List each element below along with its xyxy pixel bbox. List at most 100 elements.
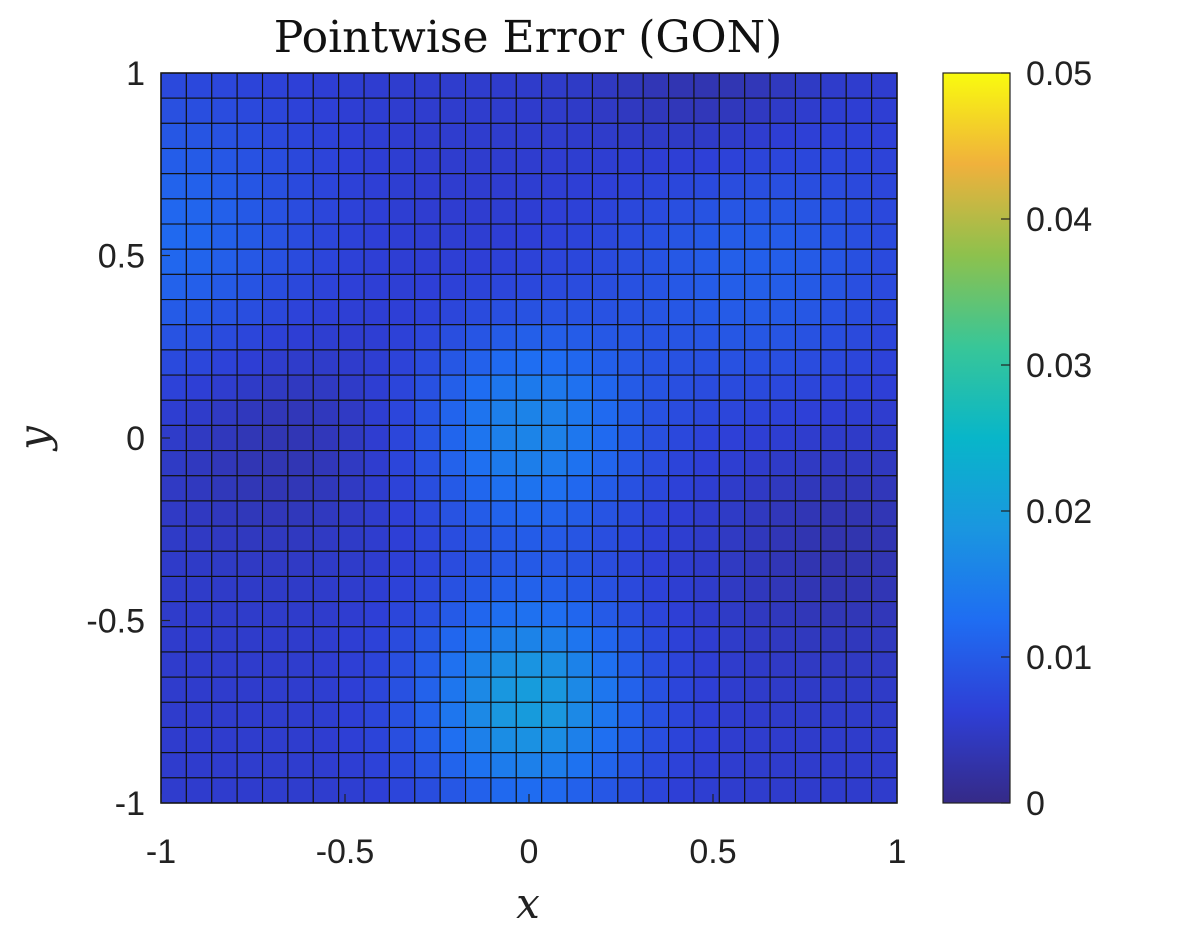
heatmap-cell — [769, 97, 797, 124]
heatmap-cell — [515, 726, 543, 754]
heatmap-cell — [515, 173, 543, 200]
heatmap-cell — [668, 475, 695, 502]
heatmap-cell — [769, 651, 797, 678]
heatmap-cell — [820, 726, 847, 754]
heatmap-cell — [515, 450, 543, 477]
heatmap-cell — [312, 726, 340, 754]
heatmap-cell — [287, 147, 314, 175]
heatmap-cell — [541, 500, 568, 527]
heatmap-cell — [312, 701, 340, 729]
heatmap-cell — [312, 475, 340, 502]
heatmap-cell — [591, 324, 619, 351]
heatmap-cell — [769, 324, 797, 351]
heatmap-cell — [160, 273, 187, 301]
heatmap-cell — [388, 147, 416, 175]
y-tick-label: -1 — [115, 785, 145, 823]
heatmap-cell — [693, 676, 720, 703]
heatmap-cell — [642, 223, 670, 250]
heatmap-cell — [642, 752, 670, 779]
colorbar — [942, 72, 1011, 804]
heatmap-cell — [312, 122, 340, 150]
heatmap-cell — [794, 475, 822, 502]
colorbar-tick-label: 0.03 — [1026, 347, 1092, 385]
heatmap-cell — [414, 248, 441, 275]
heatmap-cell — [388, 701, 416, 729]
heatmap-cell — [794, 374, 822, 401]
heatmap-cell — [160, 777, 187, 804]
heatmap-cells — [160, 72, 898, 804]
heatmap-cell — [871, 550, 898, 578]
heatmap-cell — [464, 72, 492, 99]
heatmap-cell — [490, 626, 517, 653]
heatmap-cell — [845, 726, 873, 754]
heatmap-cell — [769, 147, 797, 175]
heatmap-cell — [211, 147, 238, 175]
heatmap-cell — [439, 273, 467, 301]
heatmap-cell — [617, 324, 644, 351]
heatmap-cell — [871, 198, 898, 225]
heatmap-cell — [363, 122, 390, 150]
heatmap-cell — [211, 752, 238, 779]
heatmap-cell — [515, 374, 543, 401]
heatmap-cell — [820, 72, 847, 99]
heatmap-cell — [541, 701, 568, 729]
heatmap-cell — [261, 701, 289, 729]
heatmap-cell — [261, 374, 289, 401]
heatmap-cell — [769, 198, 797, 225]
heatmap-cell — [236, 173, 264, 200]
heatmap-cell — [744, 777, 771, 804]
heatmap-cell — [718, 752, 746, 779]
heatmap-cell — [794, 701, 822, 729]
heatmap-cell — [490, 525, 517, 552]
heatmap-cell — [693, 575, 720, 603]
heatmap-cell — [312, 525, 340, 552]
heatmap-cell — [464, 701, 492, 729]
heatmap-cell — [490, 374, 517, 401]
heatmap-cell — [515, 399, 543, 426]
colorbar-tick-label: 0 — [1026, 785, 1045, 823]
heatmap-cell — [211, 777, 238, 804]
heatmap-cell — [185, 601, 213, 628]
heatmap-cell — [566, 726, 594, 754]
heatmap-cell — [541, 525, 568, 552]
heatmap-cell — [515, 72, 543, 99]
heatmap-cell — [794, 575, 822, 603]
heatmap-cell — [566, 173, 594, 200]
heatmap-cell — [845, 752, 873, 779]
heatmap-cell — [211, 374, 238, 401]
heatmap-cell — [414, 198, 441, 225]
heatmap-cell — [515, 601, 543, 628]
heatmap-cell — [160, 626, 187, 653]
heatmap-cell — [744, 122, 771, 150]
heatmap-cell — [794, 298, 822, 326]
heatmap-cell — [693, 72, 720, 99]
heatmap-cell — [718, 122, 746, 150]
heatmap-cell — [541, 298, 568, 326]
heatmap-cell — [211, 626, 238, 653]
heatmap-cell — [388, 777, 416, 804]
heatmap-cell — [388, 122, 416, 150]
heatmap-cell — [718, 676, 746, 703]
heatmap-cell — [820, 223, 847, 250]
heatmap-cell — [769, 298, 797, 326]
heatmap-cell — [693, 726, 720, 754]
heatmap-cell — [490, 147, 517, 175]
heatmap-cell — [287, 777, 314, 804]
heatmap-cell — [693, 525, 720, 552]
heatmap-cell — [617, 173, 644, 200]
heatmap-cell — [871, 500, 898, 527]
heatmap-cell — [464, 349, 492, 376]
heatmap-cell — [693, 701, 720, 729]
heatmap-cell — [287, 726, 314, 754]
heatmap-cell — [414, 575, 441, 603]
heatmap-cell — [338, 72, 365, 99]
heatmap-cell — [490, 500, 517, 527]
heatmap-cell — [794, 500, 822, 527]
heatmap-cell — [744, 97, 771, 124]
heatmap-cell — [287, 173, 314, 200]
heatmap-cell — [185, 726, 213, 754]
heatmap-cell — [845, 72, 873, 99]
heatmap-cell — [236, 72, 264, 99]
heatmap-cell — [414, 324, 441, 351]
heatmap-cell — [820, 399, 847, 426]
